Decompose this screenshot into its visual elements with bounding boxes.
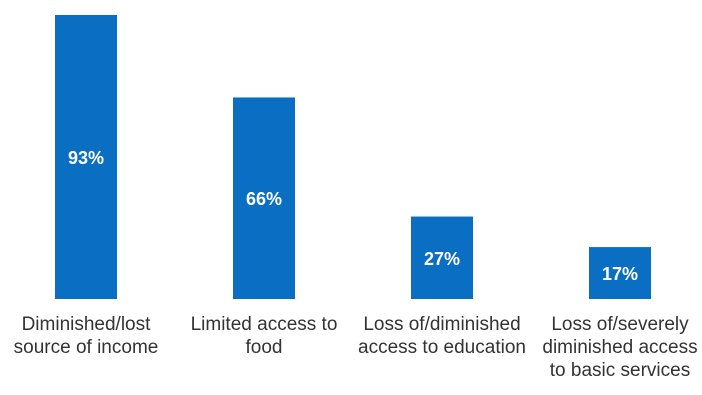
category-label-line: access to education [358,337,526,358]
category-label-line: Loss of/diminished [363,314,520,335]
bar-3 [411,216,473,299]
category-label-line: to basic services [550,360,690,381]
category-label-line: Loss of/severely [551,314,689,335]
bar-2 [233,97,295,299]
category-label-2: Limited access to food [191,314,338,358]
category-label-3: Loss of/diminished access to education [358,314,526,358]
data-label-3: 27% [424,249,460,269]
bars-group [55,15,651,299]
category-label-line: Diminished/lost [22,314,152,335]
data-label-1: 93% [68,148,104,168]
category-labels-group: Diminished/lost source of income Limited a… [14,314,698,381]
data-labels-group: 93% 66% 27% 17% [68,148,638,284]
category-label-line: Limited access to [191,314,338,335]
category-label-line: food [246,337,283,358]
category-label-1: Diminished/lost source of income [14,314,159,358]
bar-4 [589,247,651,299]
data-label-4: 17% [602,264,638,284]
category-label-line: source of income [14,337,159,358]
bar-1 [55,15,117,299]
data-label-2: 66% [246,189,282,209]
category-label-line: diminished access [542,337,697,358]
category-label-4: Loss of/severely diminished access to basi… [542,314,697,381]
